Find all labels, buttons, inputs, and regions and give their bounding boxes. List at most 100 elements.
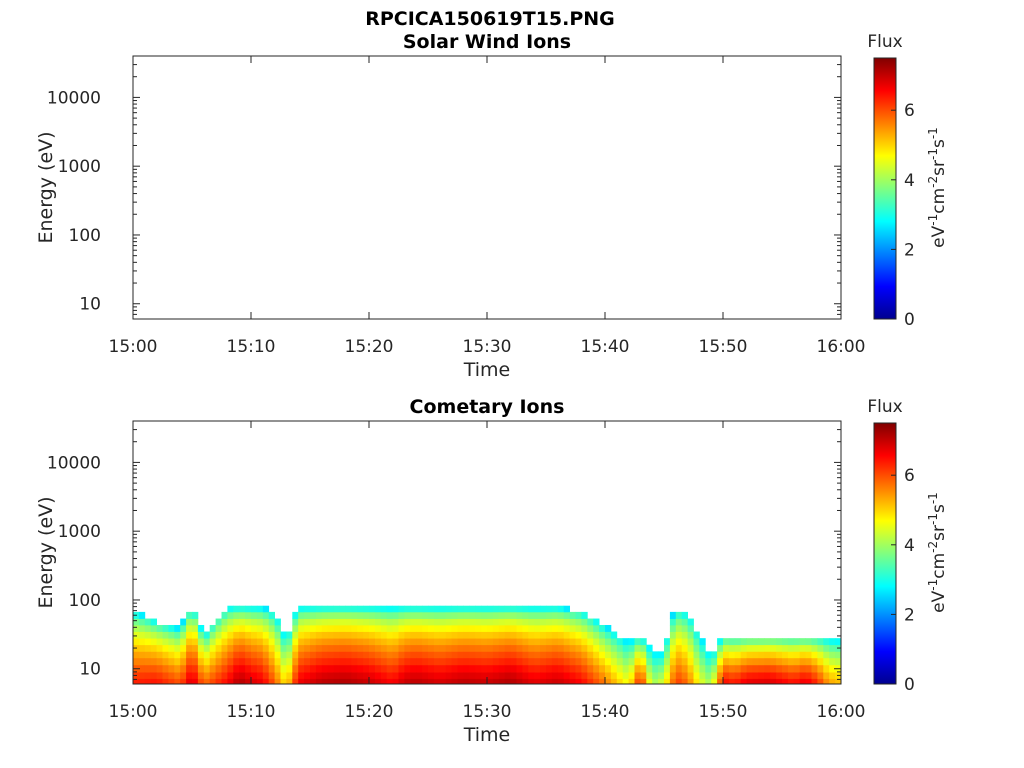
heatmap-cell — [268, 657, 275, 666]
heatmap-cell — [433, 657, 441, 666]
heatmap-cell — [439, 678, 447, 684]
heatmap-cell — [256, 618, 264, 626]
heatmap-cell — [758, 644, 765, 652]
heatmap-cell — [304, 657, 311, 666]
heatmap-cell — [422, 657, 429, 666]
heatmap-cell — [675, 657, 683, 666]
heatmap-cell — [546, 638, 553, 646]
heatmap-cell — [197, 678, 205, 684]
heatmap-cell — [557, 631, 565, 639]
heatmap-cell — [280, 638, 287, 646]
heatmap-cell — [669, 678, 677, 684]
heatmap-cell — [315, 624, 323, 632]
heatmap-cell — [752, 657, 759, 666]
heatmap-cell — [363, 644, 370, 652]
heatmap-cell — [575, 657, 582, 666]
heatmap-cell — [174, 657, 181, 666]
heatmap-cell — [292, 672, 299, 679]
heatmap-cell — [640, 638, 647, 646]
heatmap-cell — [410, 624, 417, 632]
heatmap-cell — [186, 672, 193, 679]
heatmap-cell — [640, 644, 647, 652]
heatmap-cell — [168, 657, 175, 666]
heatmap-cell — [374, 672, 382, 679]
heatmap-cell — [799, 657, 806, 666]
heatmap-cell — [310, 605, 317, 613]
heatmap-cell — [345, 624, 352, 632]
y-tick-label: 10 — [79, 295, 101, 315]
heatmap-cell — [734, 664, 742, 673]
heatmap-cell — [215, 638, 222, 646]
heatmap-cell — [782, 657, 789, 666]
heatmap-cell — [640, 678, 647, 684]
heatmap-cell — [487, 638, 494, 646]
heatmap-cell — [304, 605, 311, 613]
heatmap-cell — [239, 611, 246, 619]
heatmap-cell — [292, 611, 299, 619]
heatmap-cell — [528, 631, 535, 639]
heatmap-cell — [510, 624, 517, 632]
heatmap-cell — [516, 672, 523, 679]
heatmap-cell — [268, 672, 275, 679]
heatmap-cell — [144, 657, 152, 666]
heatmap-cell — [422, 672, 429, 679]
heatmap-cell — [693, 631, 700, 639]
heatmap-cell — [504, 651, 511, 659]
heatmap-cell — [634, 644, 641, 652]
heatmap-cell — [799, 672, 806, 679]
heatmap-cell — [445, 611, 452, 619]
heatmap-cell — [304, 631, 311, 639]
heatmap-cell — [675, 678, 683, 684]
heatmap-cell — [451, 657, 458, 666]
heatmap-cell — [369, 624, 376, 632]
heatmap-cell — [221, 672, 228, 679]
heatmap-cell — [374, 644, 382, 652]
heatmap-cell — [516, 651, 523, 659]
heatmap-cell — [563, 638, 570, 646]
heatmap-cell — [770, 638, 777, 646]
heatmap-cell — [215, 657, 222, 666]
heatmap-cell — [622, 657, 629, 666]
heatmap-cell — [557, 618, 565, 626]
heatmap-cell — [363, 631, 370, 639]
heatmap-cell — [492, 657, 500, 666]
heatmap-cell — [239, 678, 246, 684]
heatmap-cell — [811, 664, 818, 673]
heatmap-cell — [551, 611, 559, 619]
heatmap-cell — [563, 644, 570, 652]
heatmap-cell — [811, 672, 818, 679]
heatmap-cell — [439, 618, 447, 626]
heatmap-cell — [315, 605, 323, 613]
heatmap-cell — [428, 618, 435, 626]
heatmap-cell — [593, 657, 600, 666]
heatmap-cell — [451, 678, 458, 684]
heatmap-cell — [593, 618, 600, 626]
heatmap-cell — [475, 611, 482, 619]
x-axis-label: Time — [463, 359, 511, 381]
heatmap-cell — [687, 618, 694, 626]
heatmap-cell — [410, 631, 417, 639]
heatmap-cell — [734, 651, 742, 659]
heatmap-cell — [723, 638, 730, 646]
heatmap-cell — [233, 624, 240, 632]
heatmap-cell — [711, 651, 718, 659]
heatmap-cell — [793, 644, 801, 652]
heatmap-cell — [133, 638, 140, 646]
heatmap-cell — [551, 672, 559, 679]
heatmap-cell — [186, 611, 193, 619]
heatmap-cell — [321, 624, 329, 632]
heatmap-cell — [675, 672, 683, 679]
heatmap-cell — [823, 678, 830, 684]
heatmap-cell — [251, 678, 258, 684]
heatmap-cell — [563, 651, 570, 659]
heatmap-cell — [787, 651, 795, 659]
heatmap-cell — [805, 678, 812, 684]
heatmap-cell — [770, 678, 777, 684]
heatmap-cell — [528, 644, 535, 652]
heatmap-cell — [516, 638, 523, 646]
heatmap-cell — [463, 631, 470, 639]
heatmap-cell — [227, 605, 234, 613]
heatmap-cell — [292, 678, 299, 684]
heatmap-cell — [386, 644, 393, 652]
heatmap-cell — [581, 618, 588, 626]
